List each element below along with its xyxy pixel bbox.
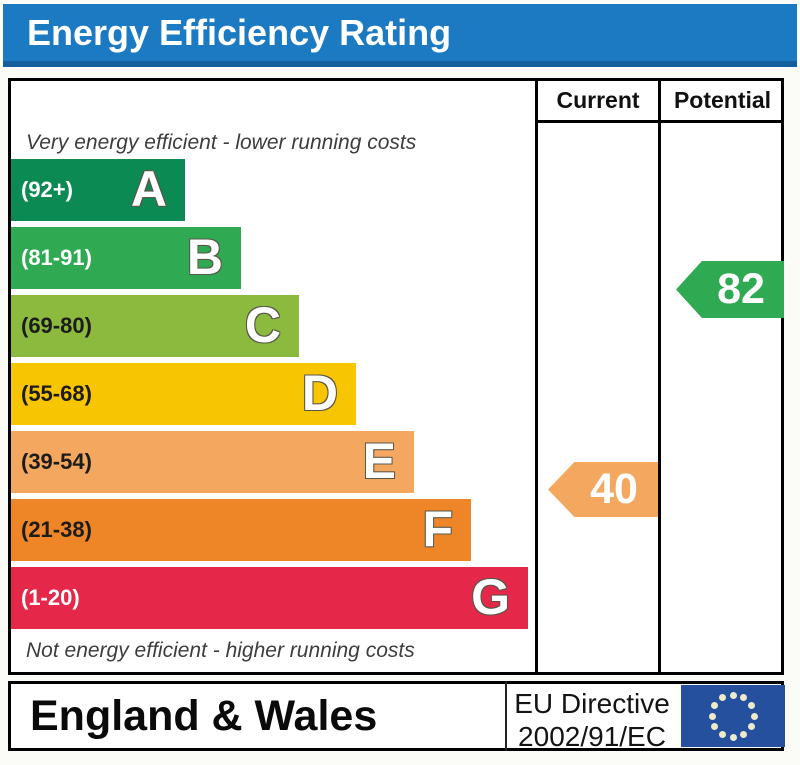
eu-directive-line1: EU Directive [514,688,670,719]
eu-flag-star [719,694,726,702]
band-e-letter: E [362,433,396,489]
title-bar: Energy Efficiency Rating [3,4,797,67]
band-g-letter: G [471,569,510,625]
band-f-range: (21-38) [21,517,92,542]
eu-flag-star [740,694,747,702]
eu-flag-icon [681,685,785,747]
eu-directive-line2: 2002/91/EC [518,721,666,752]
band-b-letter: B [186,229,223,285]
region-label: England & Wales [30,692,378,740]
potential-rating-value: 82 [717,265,765,313]
eu-flag-star [729,733,737,741]
eu-flag-star [711,723,719,730]
band-b: (81-91) B [11,227,241,289]
top-note: Very energy efficient - lower running co… [26,131,417,154]
band-a-range: (92+) [21,177,73,202]
column-divider-left [535,78,538,675]
band-g-range: (1-20) [21,585,80,610]
current-rating-arrow: 40 [548,462,658,517]
band-d: (55-68) D [11,363,356,425]
header-underline [535,120,784,123]
band-f-letter: F [422,501,453,557]
column-divider-right [658,78,661,675]
band-c-letter: C [244,297,281,353]
band-g: (1-20) G [11,567,528,629]
band-a: (92+) A [11,159,185,221]
band-a-letter: A [130,161,167,217]
page-title: Energy Efficiency Rating [27,11,452,53]
band-d-range: (55-68) [21,381,92,406]
eu-directive-label: EU Directive 2002/91/EC [508,687,676,753]
eu-flag-star [711,702,719,709]
eu-flag-star [747,702,755,709]
eu-flag-star [719,730,726,738]
eu-flag-star [729,691,737,699]
band-b-range: (81-91) [21,245,92,270]
eu-flag-star [708,712,716,720]
band-d-letter: D [301,365,338,421]
potential-column-header: Potential [673,87,772,113]
potential-rating-arrow: 82 [676,261,784,318]
band-e: (39-54) E [11,431,414,493]
bottom-note: Not energy efficient - higher running co… [26,639,415,662]
current-rating-value: 40 [590,465,638,513]
band-f: (21-38) F [11,499,471,561]
current-column-header: Current [556,87,640,113]
band-c: (69-80) C [11,295,299,357]
eu-flag-star [740,730,747,738]
band-e-range: (39-54) [21,449,92,474]
band-c-range: (69-80) [21,313,92,338]
footer-divider [505,681,507,751]
footer [8,681,784,751]
eu-flag-star [747,723,755,730]
eu-flag-star [750,712,758,720]
